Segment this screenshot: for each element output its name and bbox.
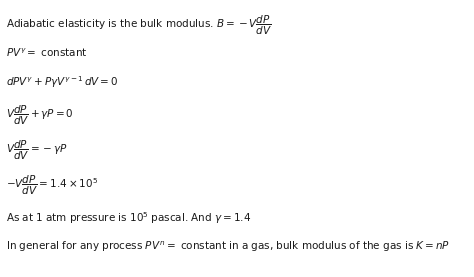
Text: $-V\dfrac{dP}{dV}=1.4\times10^{5}$: $-V\dfrac{dP}{dV}=1.4\times10^{5}$ [6,173,98,197]
Text: In general for any process $PV^{n}=$ constant in a gas, bulk modulus of the gas : In general for any process $PV^{n}=$ con… [6,240,450,254]
Text: $V\dfrac{dP}{dV}=-\gamma P$: $V\dfrac{dP}{dV}=-\gamma P$ [6,138,68,162]
Text: $V\dfrac{dP}{dV}+\gamma P=0$: $V\dfrac{dP}{dV}+\gamma P=0$ [6,104,74,127]
Text: Adiabatic elasticity is the bulk modulus. $B = -V\dfrac{dP}{dV}$: Adiabatic elasticity is the bulk modulus… [6,14,272,37]
Text: $dPV^{\gamma}+P\gamma V^{\gamma-1}\,dV=0$: $dPV^{\gamma}+P\gamma V^{\gamma-1}\,dV=0… [6,74,118,90]
Text: As at 1 atm pressure is $10^{5}$ pascal. And $\gamma=1.4$: As at 1 atm pressure is $10^{5}$ pascal.… [6,210,251,226]
Text: $PV^{\gamma}=$ constant: $PV^{\gamma}=$ constant [6,47,88,59]
